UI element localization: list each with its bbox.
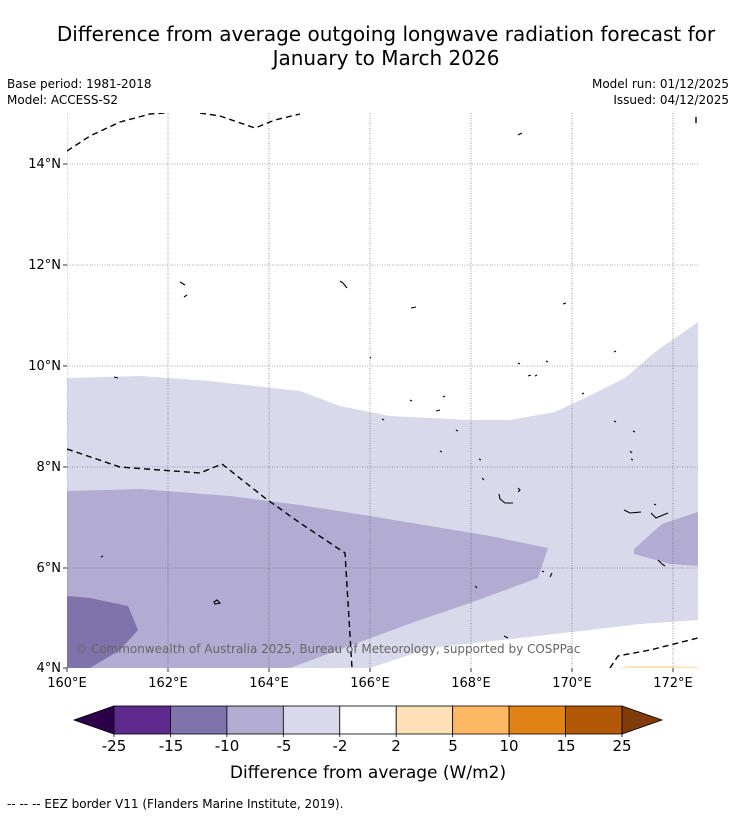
colorbar-label-minus10: -10 [215, 737, 240, 755]
lon-label-170e: 170°E [552, 676, 592, 691]
colorbar-swatch-minus5-to-minus2 [282, 705, 341, 735]
base-period: Base period: 1981-2018 [7, 77, 152, 91]
grid-lines [67, 113, 698, 668]
meta-left: Base period: 1981-2018 Model: ACCESS-S2 [7, 76, 152, 108]
colorbar-label-5: 5 [448, 737, 458, 755]
colorbar-swatch-15-to-25 [565, 705, 623, 735]
colorbar-labels: -25 -15 -10 -5 -2 2 5 10 15 25 [102, 737, 632, 755]
colorbar-swatch-minus10-to-minus5 [226, 705, 284, 735]
colorbar-label-minus5: -5 [277, 737, 292, 755]
colorbar-swatch-minus2-to-2 [339, 705, 397, 735]
lon-label-164e: 164°E [249, 676, 289, 691]
anomaly-band-minus10-to-minus15 [67, 596, 138, 668]
longitude-labels: 160°E 162°E 164°E 166°E 168°E 170°E 172°… [47, 676, 693, 691]
colorbar-label-15: 15 [556, 737, 575, 755]
meta-right: Model run: 01/12/2025 Issued: 04/12/2025 [592, 76, 729, 108]
copyright-notice: © Commonwealth of Australia 2025, Bureau… [75, 642, 580, 656]
lon-label-166e: 166°E [350, 676, 390, 691]
colorbar-swatch-5-to-10 [452, 705, 510, 735]
colorbar-swatch-minus25-to-minus15 [113, 705, 171, 735]
colorbar-swatches [72, 705, 664, 735]
colorbar-label-minus2: -2 [333, 737, 348, 755]
lon-label-172e: 172°E [653, 676, 693, 691]
lat-label-12n: 12°N [28, 258, 61, 273]
lon-label-160e: 160°E [47, 676, 87, 691]
map-area: © Commonwealth of Australia 2025, Bureau… [67, 113, 698, 668]
colorbar-extend-high [621, 705, 664, 735]
colorbar-swatch-minus15-to-minus10 [170, 705, 228, 735]
lon-label-168e: 168°E [451, 676, 491, 691]
eez-footnote: -- -- -- EEZ border V11 (Flanders Marine… [7, 797, 344, 811]
map-title: Difference from average outgoing longwav… [0, 22, 736, 70]
anomaly-patch-positive [618, 666, 698, 668]
latitude-labels: 14°N 12°N 10°N 8°N 6°N 4°N [28, 157, 61, 676]
model-name: Model: ACCESS-S2 [7, 93, 119, 107]
title-line-1: Difference from average outgoing longwav… [56, 22, 716, 46]
lon-label-162e: 162°E [148, 676, 188, 691]
colorbar-extend-low [72, 705, 115, 735]
colorbar: -25 -15 -10 -5 -2 2 5 10 15 25 Differenc… [72, 705, 664, 783]
title-line-2: January to March 2026 [272, 46, 500, 70]
colorbar-swatch-10-to-15 [508, 705, 566, 735]
lat-label-8n: 8°N [37, 460, 62, 475]
eez-borders [67, 113, 698, 668]
issued-date: Issued: 04/12/2025 [613, 93, 729, 107]
colorbar-title: Difference from average (W/m2) [230, 763, 506, 783]
colorbar-label-10: 10 [499, 737, 518, 755]
lat-label-6n: 6°N [37, 561, 62, 576]
colorbar-tick-marks [113, 734, 623, 737]
axis-ticks [63, 163, 674, 672]
lat-label-10n: 10°N [28, 359, 61, 374]
lat-label-14n: 14°N [28, 157, 61, 172]
colorbar-label-minus25: -25 [102, 737, 127, 755]
lat-label-4n: 4°N [37, 661, 62, 676]
islands [100, 132, 669, 639]
anomaly-band-minus5-to-minus10 [67, 489, 548, 668]
model-run: Model run: 01/12/2025 [591, 77, 729, 91]
colorbar-label-2: 2 [391, 737, 401, 755]
anomaly-patch-east [634, 512, 698, 566]
colorbar-label-25: 25 [612, 737, 631, 755]
colorbar-swatch-2-to-5 [395, 705, 454, 735]
colorbar-label-minus15: -15 [159, 737, 184, 755]
